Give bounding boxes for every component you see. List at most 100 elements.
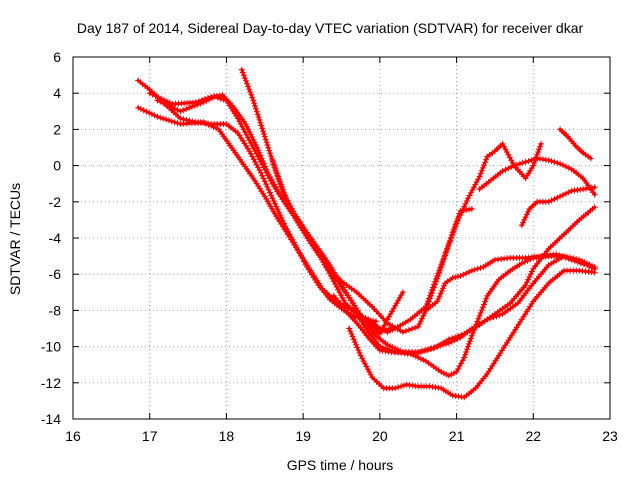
data-point	[460, 206, 466, 213]
data-point	[436, 293, 443, 300]
data-point	[522, 282, 529, 289]
data-point	[465, 195, 472, 202]
data-point	[420, 356, 427, 363]
data-point	[416, 321, 423, 327]
series-trace-12	[518, 184, 598, 229]
data-point	[460, 271, 467, 278]
series-trace-10	[422, 251, 598, 314]
data-point	[466, 340, 472, 347]
data-point	[174, 106, 181, 113]
data-point	[160, 115, 167, 122]
data-point	[453, 220, 460, 227]
data-point	[165, 102, 172, 109]
data-point	[220, 96, 227, 103]
data-point	[426, 295, 432, 302]
data-point	[287, 202, 294, 209]
data-point	[432, 278, 439, 285]
data-point	[210, 124, 217, 130]
data-point	[559, 253, 566, 260]
data-point	[465, 343, 472, 350]
data-point	[143, 108, 150, 115]
data-point	[240, 72, 247, 79]
data-point	[267, 150, 274, 157]
data-point	[427, 292, 433, 299]
data-point	[252, 148, 259, 155]
data-point	[419, 315, 426, 322]
data-point	[482, 159, 489, 166]
data-point	[469, 187, 476, 193]
data-point	[252, 105, 259, 112]
data-point	[448, 234, 455, 241]
data-point	[468, 335, 474, 342]
series-line	[155, 95, 474, 334]
data-point	[278, 181, 285, 188]
data-point	[482, 298, 489, 305]
data-point	[279, 184, 285, 191]
data-point	[451, 337, 458, 344]
data-point	[250, 156, 257, 163]
data-point	[438, 288, 445, 294]
data-point	[472, 324, 479, 331]
data-point	[439, 259, 446, 266]
data-point	[462, 200, 469, 207]
data-point	[562, 254, 569, 261]
data-point	[519, 159, 526, 166]
data-point	[445, 340, 452, 346]
data-point	[448, 338, 455, 345]
data-point	[177, 115, 184, 122]
x-axis-label: GPS time / hours	[287, 457, 394, 473]
data-point	[526, 273, 533, 280]
data-point	[471, 327, 478, 334]
data-point	[478, 307, 485, 314]
data-point	[574, 258, 581, 265]
data-point	[449, 231, 456, 238]
data-point	[445, 242, 452, 249]
data-point	[356, 349, 363, 356]
data-point	[414, 349, 421, 356]
data-point	[389, 347, 396, 354]
data-point	[256, 116, 263, 123]
data-point	[521, 259, 528, 265]
data-point	[259, 172, 266, 179]
data-point	[470, 329, 476, 336]
data-point	[461, 354, 468, 361]
data-point	[275, 173, 282, 180]
data-point	[250, 145, 257, 152]
data-point	[522, 159, 529, 165]
data-point	[266, 175, 273, 182]
data-point	[205, 121, 212, 128]
data-point	[389, 326, 396, 333]
data-point	[349, 333, 356, 340]
grid	[73, 57, 610, 419]
data-point	[466, 268, 472, 275]
data-point	[565, 189, 572, 196]
data-point	[239, 123, 246, 130]
data-point	[243, 131, 250, 138]
data-point	[468, 189, 474, 196]
data-point	[265, 144, 272, 151]
data-point	[516, 160, 523, 167]
data-point	[483, 295, 490, 302]
data-point	[264, 142, 271, 148]
data-point	[565, 164, 572, 171]
data-point	[447, 237, 454, 244]
data-point	[508, 164, 515, 170]
data-point	[366, 368, 373, 375]
data-point	[249, 94, 256, 101]
data-point	[505, 165, 512, 172]
data-point	[261, 133, 268, 140]
data-point	[183, 106, 190, 112]
data-point	[253, 108, 260, 115]
data-point	[475, 315, 482, 322]
data-point	[266, 189, 273, 196]
data-point	[251, 139, 258, 146]
data-point	[251, 100, 258, 107]
data-point	[160, 100, 167, 107]
data-point	[425, 346, 432, 353]
data-point	[399, 329, 406, 336]
data-point	[439, 285, 446, 292]
data-point	[379, 326, 386, 333]
data-point	[259, 161, 266, 168]
data-point	[591, 265, 598, 272]
data-point	[168, 118, 175, 125]
